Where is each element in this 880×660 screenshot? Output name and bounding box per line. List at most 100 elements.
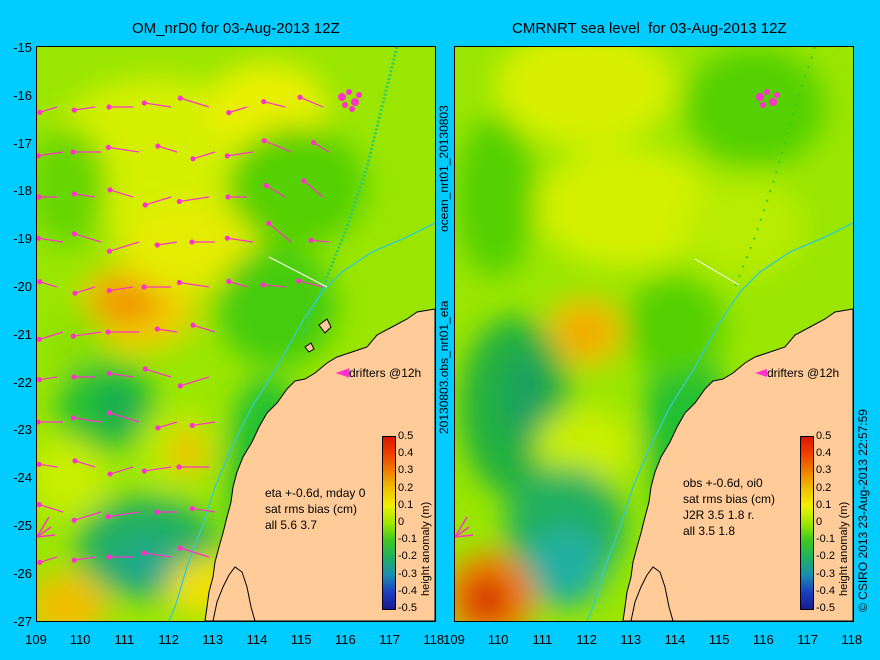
drifter-vector — [227, 151, 254, 157]
drifter-position — [107, 187, 113, 193]
colorbar-tick-label: 0 — [398, 516, 405, 528]
drifter-vector — [263, 284, 286, 288]
obs-run-label: 20130803.obs_nrt01_eta — [437, 300, 451, 434]
drifter-position — [189, 239, 195, 245]
gulf-peninsula — [630, 566, 674, 621]
drifter-vector — [108, 511, 140, 518]
drifter-position — [106, 287, 112, 294]
drifter-cluster — [338, 89, 362, 112]
drifter-vector — [38, 331, 64, 340]
drifter-vector — [157, 328, 178, 333]
colorbar-tick-label: 0 — [816, 516, 823, 528]
lat-tick-label: -21 — [13, 326, 32, 342]
transect-line — [694, 258, 740, 286]
colorbar-tick-label: -0.2 — [398, 550, 417, 563]
drifter-position — [71, 374, 77, 380]
lat-tick-label: -27 — [13, 613, 32, 629]
drifters-label: drifters @12h — [767, 366, 839, 380]
drifter-vector — [109, 412, 140, 423]
drifter-vector — [39, 376, 58, 381]
drifter-position — [37, 419, 41, 425]
left-panel-title: OM_nrD0 for 03-Aug-2013 12Z — [132, 20, 340, 37]
drifter-vector — [74, 106, 96, 111]
colorbar-tick-label: 0.1 — [398, 498, 414, 511]
drifter-position — [224, 235, 230, 241]
drifter-position — [106, 248, 112, 254]
drifter-position — [261, 98, 267, 105]
drifter-position — [37, 336, 42, 342]
svg-text:sat rms bias (cm): sat rms bias (cm) — [683, 492, 775, 506]
drifter-position — [37, 235, 41, 241]
lon-tick-label: 114 — [246, 632, 268, 647]
colorbar-tick-label: 0.5 — [816, 430, 832, 442]
lon-tick-label: 115 — [290, 632, 312, 647]
colorbar-tick-label: -0.3 — [398, 567, 417, 580]
left-map-svg: drifters @12h eta +-0.6d, mday 0 sat rms… — [37, 47, 435, 621]
drifter-vector — [74, 511, 102, 521]
drifter-vector — [74, 193, 96, 198]
land-mass-australia — [204, 308, 435, 621]
drifter-vector — [144, 552, 172, 558]
lat-tick-label: -24 — [13, 470, 32, 486]
drifter-position — [226, 110, 232, 116]
drifter-vector — [109, 372, 134, 378]
drifter-vector — [299, 96, 324, 108]
drifter-vector — [157, 145, 178, 153]
lat-tick-label: -26 — [13, 565, 32, 581]
lon-tick-label: 109 — [25, 632, 47, 647]
lat-tick-label: -23 — [13, 422, 32, 438]
gulf-peninsula — [212, 566, 256, 621]
lon-tick-label: 111 — [532, 632, 553, 647]
drifter-vector — [298, 280, 324, 288]
lat-tick-label: -16 — [13, 87, 32, 103]
drifter-position — [142, 366, 148, 372]
drifter-vector — [109, 286, 134, 292]
lon-tick-label: 117 — [379, 632, 400, 647]
drifters-label: drifters @12h — [349, 366, 421, 380]
drifter-position — [224, 153, 230, 159]
colorbar-tick-label: -0.5 — [816, 602, 835, 614]
drifter-position — [37, 502, 42, 508]
lat-tick-label: -22 — [13, 374, 32, 390]
drifter-position — [225, 194, 231, 200]
stats-text: eta +-0.6d, mday 0 sat rms bias (cm) all… — [265, 486, 366, 532]
drifter-position — [105, 329, 111, 335]
svg-text:sat rms bias (cm): sat rms bias (cm) — [265, 502, 357, 516]
drifter-position — [72, 458, 78, 464]
drifter-vector — [179, 196, 210, 203]
colorbar-scale — [800, 436, 814, 610]
colorbar-tick-label: 0.2 — [816, 481, 832, 494]
stats-text: obs +-0.6d, oi0 sat rms bias (cm) J2R 3.… — [683, 476, 775, 538]
drifter-vector — [228, 280, 248, 288]
colorbar-label: height anomaly (m) — [838, 501, 850, 596]
colorbar-tick-label: 0.3 — [816, 464, 832, 477]
drifter-position — [155, 143, 161, 149]
shelf-contour — [168, 222, 435, 621]
drifter-vector — [145, 368, 172, 378]
svg-text:all 3.5 1.8: all 3.5 1.8 — [683, 524, 735, 538]
drifter-position — [105, 144, 111, 150]
drifter-position — [261, 138, 267, 144]
drifter-vector — [192, 151, 216, 160]
drifter-position — [141, 100, 147, 106]
drifter-position — [177, 95, 183, 101]
lon-tick-label: 111 — [114, 632, 135, 647]
lon-tick-label: 118 — [841, 632, 863, 647]
lat-tick-label: -20 — [13, 279, 32, 294]
lon-tick-label: 115 — [708, 632, 730, 647]
lon-tick-label: 117 — [797, 632, 818, 647]
drifter-position — [106, 104, 112, 110]
drifter-vector — [38, 151, 64, 157]
lon-tick-label: 110 — [69, 632, 91, 647]
drifter-position — [154, 242, 160, 248]
drifter-position — [106, 410, 112, 416]
lon-tick-label: 113 — [202, 632, 224, 647]
drifter-position — [107, 471, 113, 477]
drifter-vector — [108, 146, 140, 153]
colorbar-scale — [382, 436, 396, 610]
left-colorbar: 0.5 0.4 0.3 0.2 0.1 0 -0.1 -0.2 -0.3 -0.4 -0.5 heig… — [382, 430, 432, 614]
drifter-vector — [264, 140, 292, 153]
drifter-vector — [311, 239, 330, 243]
drifter-vector — [74, 233, 102, 243]
drifter-vector — [38, 504, 64, 513]
